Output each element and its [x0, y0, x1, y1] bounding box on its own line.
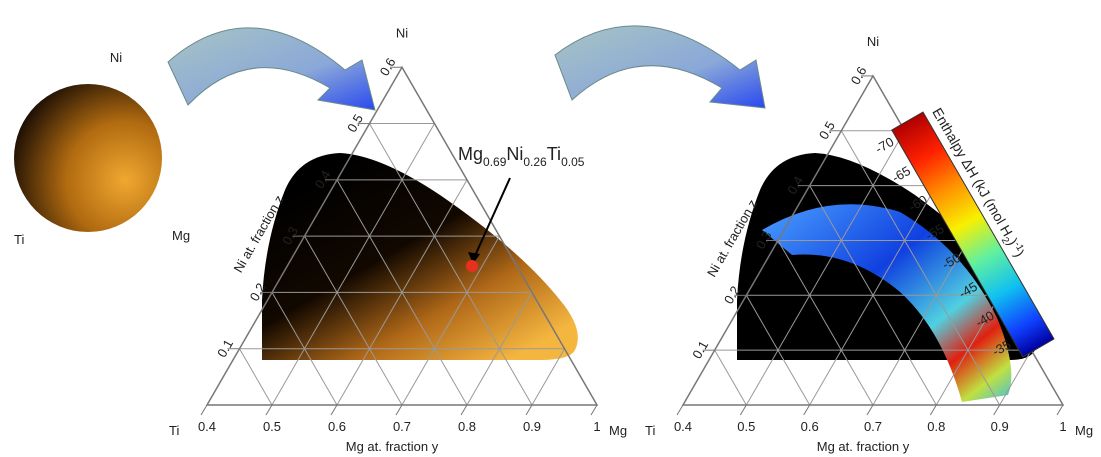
element: Ni	[506, 144, 523, 164]
wafer-label: Ti	[14, 232, 24, 247]
x-tick-label: 0.7	[864, 419, 882, 434]
figure: Ni Ti Mg 0.40.50.60.70.80.910.10.20.30.4…	[0, 0, 1101, 457]
x-tick-label: 0.8	[927, 419, 945, 434]
tick	[994, 405, 1000, 415]
tick	[201, 405, 207, 415]
vertex-label: Ni	[396, 25, 408, 40]
x-tick-label: 0.4	[198, 419, 216, 434]
tick	[1057, 405, 1063, 415]
z-tick-label: 0.6	[377, 55, 399, 78]
wafer-label: Mg	[172, 228, 190, 243]
x-tick-label: 0.9	[523, 419, 541, 434]
x-tick-label: 0.4	[674, 419, 692, 434]
vertex-label: Ti	[169, 423, 179, 438]
x-tick-label: 0.6	[801, 419, 819, 434]
x-tick-label: 1	[1059, 419, 1066, 434]
element: Mg	[458, 144, 483, 164]
z-tick-label: 0.5	[816, 119, 838, 142]
subscript: 0.69	[483, 155, 507, 169]
axis-label: Mg at. fraction y	[817, 439, 910, 454]
tick	[591, 405, 597, 415]
tick	[930, 405, 936, 415]
z-tick-label: 0.5	[344, 112, 366, 135]
tick	[461, 405, 467, 415]
map-region	[262, 153, 578, 360]
annotation: Mg0.69Ni0.26Ti0.05	[458, 144, 585, 169]
tick	[804, 405, 810, 415]
element: Ti	[547, 144, 561, 164]
wafer-label: Ni	[110, 50, 122, 65]
colorbar-tick-label: -70	[873, 134, 897, 156]
x-tick-label: 0.8	[458, 419, 476, 434]
z-tick-label: 0.1	[214, 337, 236, 360]
x-tick-label: 1	[593, 419, 600, 434]
arrow	[555, 26, 765, 108]
tick	[867, 405, 873, 415]
vertex-label: Ti	[645, 423, 655, 438]
composition-point	[466, 260, 478, 272]
tick	[396, 405, 402, 415]
x-tick-label: 0.5	[737, 419, 755, 434]
vertex-label: Ni	[867, 34, 879, 49]
tick	[266, 405, 272, 415]
tick	[740, 405, 746, 415]
arrow	[168, 28, 375, 110]
x-tick-label: 0.7	[393, 419, 411, 434]
axis-label: Mg at. fraction y	[346, 439, 439, 454]
subscript: 0.26	[523, 155, 547, 169]
tick	[677, 405, 683, 415]
z-tick-label: 0.6	[848, 64, 870, 87]
z-tick-label: 0.1	[689, 338, 711, 361]
subscript: 0.05	[561, 155, 585, 169]
tick	[331, 405, 337, 415]
vertex-label: Mg	[1075, 423, 1093, 438]
wafer	[14, 84, 162, 232]
vertex-label: Mg	[609, 423, 627, 438]
x-tick-label: 0.5	[263, 419, 281, 434]
tick	[526, 405, 532, 415]
x-tick-label: 0.9	[991, 419, 1009, 434]
x-tick-label: 0.6	[328, 419, 346, 434]
